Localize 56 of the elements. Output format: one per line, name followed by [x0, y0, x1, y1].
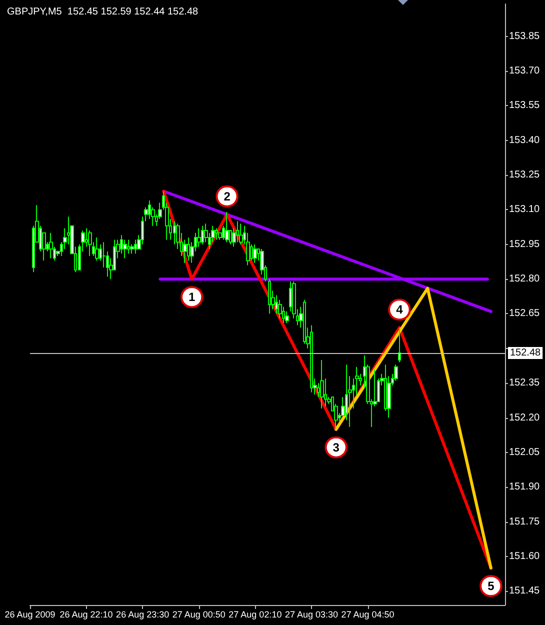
- y-tick-label: 153.25: [509, 170, 540, 181]
- candlestick: [215, 228, 218, 240]
- candlestick: [275, 294, 278, 314]
- x-tick-label: 27 Aug 00:50: [172, 610, 226, 620]
- candlestick: [239, 223, 243, 245]
- annotation: 2: [224, 189, 231, 204]
- y-tick-label: 151.90: [509, 482, 540, 493]
- x-tick-label: 26 Aug 2009: [4, 610, 56, 620]
- y-tick-label: 152.20: [509, 412, 540, 424]
- candlestick: [95, 236, 99, 262]
- candlestick: [88, 230, 92, 256]
- ref-line-label: 152.48: [510, 348, 542, 359]
- y-tick-label: 151.45: [509, 586, 540, 597]
- y-tick-label: 151.60: [509, 550, 540, 562]
- candlestick: [225, 212, 229, 243]
- candlestick: [49, 232, 53, 259]
- y-tick-label: 153.40: [509, 134, 540, 146]
- x-tick-label: 27 Aug 03:30: [284, 610, 338, 620]
- candlestick: [285, 310, 289, 324]
- annotation: 3: [332, 440, 340, 454]
- y-tick-label: 153.85: [509, 30, 540, 42]
- y-tick-label: 153.10: [509, 204, 540, 216]
- candlestick: [127, 239, 130, 254]
- candlestick: [253, 244, 257, 264]
- annotation: 1: [188, 290, 196, 304]
- annotation: 5: [488, 579, 495, 594]
- candlestick: [134, 239, 137, 254]
- candlestick: [123, 239, 127, 259]
- x-tick-label: 27 Aug 04:50: [341, 610, 394, 620]
- y-tick-label: 152.80: [509, 274, 540, 285]
- x-tick-label: 26 Aug 23:30: [116, 610, 170, 620]
- candlestick: [278, 299, 282, 319]
- y-tick-label: 153.70: [509, 66, 540, 77]
- candlestick: [236, 220, 239, 243]
- candlestick: [310, 324, 313, 393]
- x-tick-label: 27 Aug 02:10: [228, 610, 282, 620]
- y-tick-label: 151.75: [509, 516, 540, 528]
- y-tick-label: 152.95: [509, 238, 540, 250]
- candlestick: [201, 225, 204, 245]
- candlestick: [130, 244, 134, 254]
- candlestick: [197, 228, 201, 248]
- x-tick-label: 26 Aug 22:10: [60, 610, 113, 620]
- y-tick-label: 153.55: [509, 100, 540, 112]
- annotation: 4: [396, 302, 404, 317]
- candlestick: [268, 278, 271, 314]
- candlestick: [120, 234, 123, 254]
- y-tick-label: 152.35: [509, 378, 540, 389]
- candlestick: [303, 299, 306, 344]
- candlestick: [320, 359, 324, 410]
- candlestick: [394, 364, 398, 382]
- candlestick: [187, 236, 190, 262]
- y-tick-label: 152.65: [509, 308, 540, 320]
- y-tick-label: 152.05: [509, 446, 540, 458]
- chart-title: GBPJPY,M5 152.45 152.59 152.44 152.48: [7, 6, 199, 18]
- candlestick: [173, 220, 176, 245]
- candlestick: [398, 327, 401, 363]
